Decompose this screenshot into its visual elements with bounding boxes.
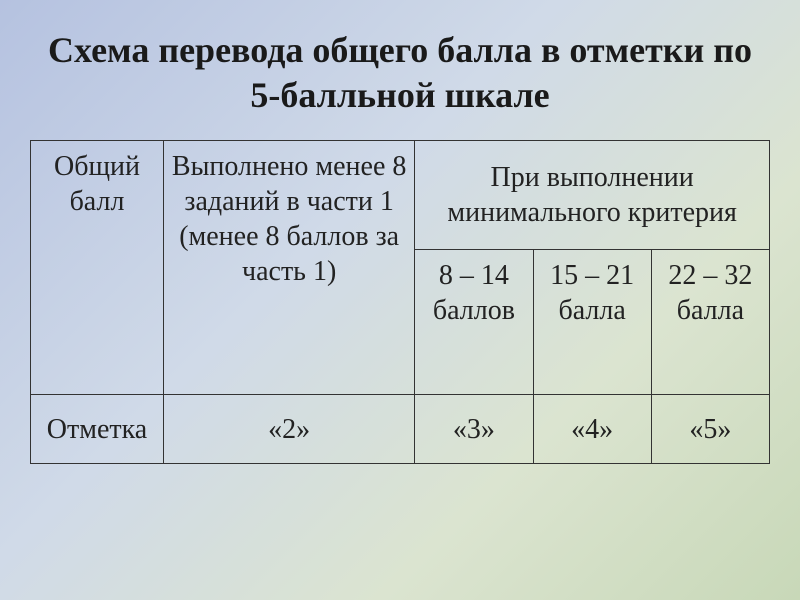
grade-2: «2»	[164, 395, 415, 464]
header-total: Общий балл	[31, 141, 164, 395]
slide-title: Схема перевода общего балла в отметки по…	[30, 28, 770, 118]
grade-5: «5»	[651, 395, 769, 464]
header-range-22-32: 22 – 32 балла	[651, 250, 769, 395]
table-body-row: Отметка «2» «3» «4» «5»	[31, 395, 770, 464]
table-header-row-1: Общий балл Выполнено менее 8 заданий в ч…	[31, 141, 770, 250]
header-range-15-21: 15 – 21 балла	[533, 250, 651, 395]
header-range-8-14: 8 – 14 баллов	[415, 250, 533, 395]
grade-3: «3»	[415, 395, 533, 464]
header-min-criteria: При выполнении минимального критерия	[415, 141, 770, 250]
grading-table: Общий балл Выполнено менее 8 заданий в ч…	[30, 140, 770, 464]
header-below8: Выполнено менее 8 заданий в части 1 (мен…	[164, 141, 415, 395]
grade-4: «4»	[533, 395, 651, 464]
slide: Схема перевода общего балла в отметки по…	[0, 0, 800, 600]
body-label: Отметка	[31, 395, 164, 464]
